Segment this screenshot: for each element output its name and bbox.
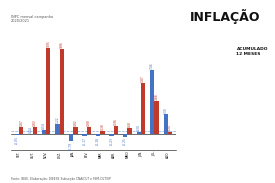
- Text: 0.83: 0.83: [33, 119, 37, 126]
- Text: INFLAÇÃO: INFLAÇÃO: [190, 9, 261, 24]
- Text: INPC mensal campanha
2020/2021: INPC mensal campanha 2020/2021: [11, 15, 53, 23]
- Text: 0.88: 0.88: [87, 119, 91, 126]
- Bar: [114, 126, 118, 134]
- Text: -0.25: -0.25: [123, 137, 127, 145]
- Bar: [127, 128, 132, 134]
- Text: -0.05: -0.05: [15, 136, 19, 144]
- Bar: [96, 134, 100, 136]
- Bar: [100, 131, 104, 134]
- Text: 9.86: 9.86: [60, 41, 64, 48]
- Text: -0.17: -0.17: [82, 137, 87, 145]
- Bar: [87, 127, 91, 134]
- Bar: [69, 134, 73, 141]
- Text: ACUMULADO
12 MESES: ACUMULADO 12 MESES: [236, 47, 268, 55]
- Bar: [46, 48, 51, 134]
- Text: 0.96: 0.96: [114, 118, 118, 125]
- Bar: [164, 114, 168, 134]
- Text: 0.30: 0.30: [137, 124, 141, 131]
- Text: 0.54: 0.54: [42, 122, 46, 129]
- Bar: [123, 134, 127, 137]
- Bar: [19, 127, 23, 134]
- Bar: [150, 70, 154, 134]
- Text: 10,42%: 10,42%: [182, 50, 225, 60]
- Bar: [82, 134, 87, 136]
- Bar: [42, 130, 46, 134]
- Text: 0.30: 0.30: [168, 124, 172, 131]
- Text: -0.18: -0.18: [96, 137, 100, 145]
- Text: 2.30: 2.30: [164, 107, 168, 113]
- Text: 5.87: 5.87: [141, 76, 145, 83]
- Bar: [15, 134, 19, 135]
- Text: 0.68: 0.68: [128, 121, 131, 128]
- Text: 0.87: 0.87: [19, 119, 23, 126]
- Bar: [60, 49, 64, 134]
- Text: 9.95: 9.95: [46, 40, 50, 47]
- Text: 7.44: 7.44: [150, 62, 154, 69]
- Text: 0.82: 0.82: [73, 120, 77, 126]
- Bar: [168, 132, 172, 134]
- Bar: [109, 134, 114, 136]
- Text: -0.79: -0.79: [69, 142, 73, 150]
- Text: 1.22: 1.22: [56, 116, 59, 123]
- Bar: [141, 83, 145, 134]
- Text: 0.38: 0.38: [100, 124, 104, 130]
- Bar: [136, 132, 141, 134]
- Bar: [33, 127, 37, 134]
- Text: 0.04: 0.04: [29, 126, 32, 133]
- Bar: [154, 101, 159, 134]
- Bar: [55, 124, 60, 134]
- Text: 3.88: 3.88: [155, 93, 158, 100]
- Bar: [73, 127, 78, 134]
- Text: Fonte: IBGE. Elaboração: DIEESE Subseção CNA/CUT e FEM-CUT/SP: Fonte: IBGE. Elaboração: DIEESE Subseção…: [11, 177, 111, 181]
- Text: -0.23: -0.23: [110, 137, 114, 145]
